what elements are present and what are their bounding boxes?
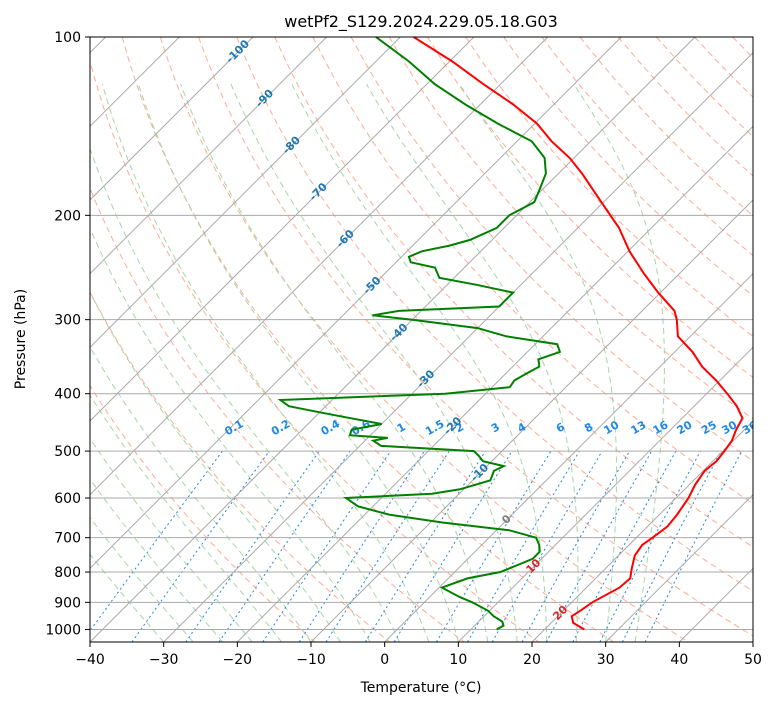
x-tick-label: 40 xyxy=(670,652,688,668)
y-tick-label: 300 xyxy=(54,313,81,329)
moist-adiabat xyxy=(90,394,282,642)
mixing-ratio-line xyxy=(521,450,630,642)
dry-adiabat xyxy=(90,384,316,642)
moist-adiabat xyxy=(101,83,430,642)
y-axis-label: Pressure (hPa) xyxy=(13,289,29,389)
isotherm-line xyxy=(457,346,753,642)
mixing-ratio-line xyxy=(621,450,722,642)
moist-adiabat xyxy=(137,83,459,642)
mixing-ratio-line xyxy=(90,450,223,632)
moist-adiabat xyxy=(90,345,312,642)
dry-adiabat xyxy=(388,37,753,420)
y-tick-label: 600 xyxy=(54,491,81,507)
mixing-ratio-line xyxy=(185,450,320,642)
x-tick-label: 50 xyxy=(744,652,762,668)
dry-adiabat xyxy=(274,37,753,548)
plot-area xyxy=(90,37,753,642)
chart-title: wetPf2_S129.2024.229.05.18.G03 xyxy=(284,12,558,32)
mixing-ratio-line xyxy=(644,450,743,642)
isotherm-line xyxy=(236,125,753,642)
moist-adiabat xyxy=(230,83,518,642)
isotherm-line xyxy=(531,420,753,642)
y-axis-ticks: 100 200 300 400 500 600 700 800 900 1000 xyxy=(45,30,90,638)
y-tick-label: 700 xyxy=(54,531,81,547)
dry-adiabat xyxy=(90,186,465,642)
y-tick-label: 900 xyxy=(54,595,81,611)
isotherm-line xyxy=(90,37,696,642)
x-tick-label: −30 xyxy=(149,652,179,668)
moist-adiabat xyxy=(90,516,194,642)
y-tick-label: 500 xyxy=(54,444,81,460)
moist-adiabat xyxy=(90,291,341,642)
y-tick-label: 400 xyxy=(54,387,81,403)
x-axis-ticks: −40 −30 −20 −10 0 10 20 30 40 50 xyxy=(75,642,762,668)
mixing-ratio-line xyxy=(298,450,425,642)
isotherm-line xyxy=(90,37,328,275)
mixing-ratio-line xyxy=(467,450,580,642)
moist-adiabat xyxy=(458,83,617,642)
isotherm-line xyxy=(90,37,475,422)
y-tick-label: 200 xyxy=(54,208,81,224)
plot-frame xyxy=(89,36,754,643)
dry-adiabat xyxy=(90,59,540,642)
isotherm-line xyxy=(163,51,753,642)
dry-adiabat xyxy=(121,37,614,642)
moist-adiabat xyxy=(90,437,253,642)
mixing-ratio-line xyxy=(599,450,701,642)
isotherm-line xyxy=(90,37,401,349)
mixing-ratio-line xyxy=(572,450,677,642)
isotherm-line xyxy=(90,37,254,201)
mixing-ratio-line xyxy=(435,450,552,642)
dry-adiabat xyxy=(159,37,689,642)
x-tick-label: 10 xyxy=(449,652,467,668)
x-tick-label: 0 xyxy=(380,652,389,668)
y-tick-label: 1000 xyxy=(45,622,81,638)
dry-adiabat xyxy=(426,37,753,378)
mixing-ratio-line xyxy=(393,450,513,642)
isotherm-line xyxy=(384,272,753,642)
moist-adiabat xyxy=(365,83,579,642)
profile-series xyxy=(277,37,744,631)
moist-adiabat xyxy=(90,147,400,642)
dewpoint-line xyxy=(277,37,562,631)
isotherm-line xyxy=(310,199,753,642)
moist-adiabat xyxy=(573,83,665,642)
x-tick-label: 20 xyxy=(523,652,541,668)
moist-adiabat xyxy=(90,478,223,642)
mixing-ratio-line xyxy=(491,450,603,642)
y-tick-label: 800 xyxy=(54,565,81,581)
moist-adiabat xyxy=(90,553,165,642)
x-axis-label: Temperature (°C) xyxy=(360,680,482,696)
x-tick-label: −40 xyxy=(75,652,105,668)
moist-adiabat xyxy=(180,83,489,642)
isotherm-line xyxy=(90,37,549,496)
isotherm-line xyxy=(605,493,753,642)
x-tick-label: −10 xyxy=(296,652,326,668)
isotherm-line xyxy=(90,37,622,570)
moist-adiabat xyxy=(291,83,548,642)
background-lines xyxy=(90,37,753,642)
x-tick-label: −20 xyxy=(223,652,253,668)
mixing-ratio-line xyxy=(545,450,653,642)
x-tick-label: 30 xyxy=(597,652,615,668)
moist-adiabat xyxy=(90,227,371,642)
mixing-ratio-line xyxy=(364,450,486,642)
temperature-line xyxy=(413,37,744,631)
y-tick-label: 100 xyxy=(54,30,81,46)
